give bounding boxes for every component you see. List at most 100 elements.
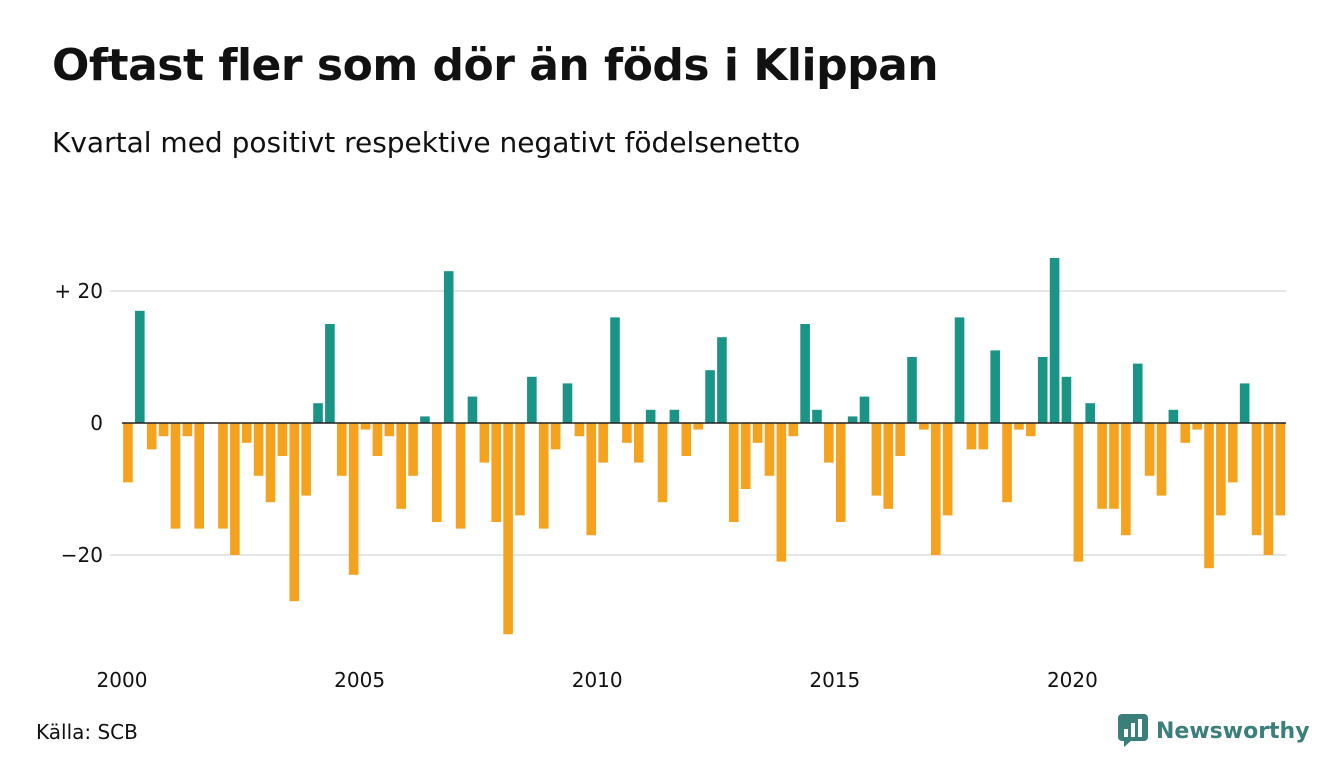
bar [729, 423, 739, 522]
bar [574, 423, 585, 437]
bar [1097, 423, 1107, 509]
bar [1109, 423, 1119, 509]
x-axis-ticks: 2000 2005 2010 2015 2020 [97, 668, 1098, 692]
bar [325, 324, 335, 423]
bar [610, 317, 620, 423]
bar [503, 423, 513, 635]
bar [1002, 423, 1012, 503]
bar [633, 423, 644, 463]
brand-name: Newsworthy [1156, 718, 1310, 744]
x-tick-label: 2010 [572, 668, 623, 692]
bar [978, 423, 989, 450]
bar [301, 423, 311, 496]
bar [1156, 423, 1167, 496]
bar [776, 423, 787, 562]
bar [859, 396, 870, 423]
bar [1204, 423, 1214, 569]
bar [527, 376, 537, 423]
bar [1239, 383, 1250, 423]
bar [265, 423, 276, 503]
bar [800, 324, 810, 423]
chart-title: Oftast fler som dör än föds i Klippan [52, 40, 939, 91]
bar [562, 383, 573, 423]
bar [396, 423, 406, 509]
bar [241, 423, 252, 443]
bar [1026, 423, 1036, 437]
bar [1192, 423, 1202, 430]
bar [550, 423, 561, 450]
bar [538, 423, 549, 529]
brand-logo: Newsworthy [1118, 714, 1310, 748]
bar [788, 423, 799, 437]
bar [1132, 363, 1143, 423]
bar [1263, 423, 1274, 555]
bar [1180, 423, 1191, 443]
bar [194, 423, 205, 529]
bar [230, 423, 240, 555]
bar [990, 350, 1000, 423]
bar [657, 423, 668, 503]
x-tick-label: 2015 [809, 668, 860, 692]
source-label: Källa: SCB [36, 720, 138, 744]
bar [1014, 423, 1024, 430]
bar [1144, 423, 1155, 476]
bar [1121, 423, 1131, 536]
bar [1216, 423, 1226, 516]
bar [622, 423, 632, 443]
bar [752, 423, 763, 443]
bar [1085, 403, 1096, 423]
bar [586, 423, 597, 536]
chart-subtitle: Kvartal med positivt respektive negativt… [52, 126, 801, 159]
bar [467, 396, 478, 423]
bar [277, 423, 288, 456]
bar [1275, 423, 1286, 516]
x-tick-label: 2005 [334, 668, 385, 692]
bar [170, 423, 181, 529]
bar [182, 423, 193, 437]
bar [954, 317, 965, 423]
bar [218, 423, 228, 529]
bar [1037, 357, 1048, 423]
bar [289, 423, 300, 602]
bar [135, 310, 145, 423]
newsworthy-logo-icon [1118, 714, 1148, 747]
bar [907, 357, 917, 423]
bar [491, 423, 502, 522]
x-tick-label: 2020 [1047, 668, 1098, 692]
bar [740, 423, 751, 489]
bar [1061, 376, 1072, 423]
bar [384, 423, 395, 437]
bar [824, 423, 834, 463]
bar [336, 423, 347, 476]
bar [835, 423, 846, 522]
bar [895, 423, 905, 456]
bar [681, 423, 692, 456]
bar [717, 337, 727, 423]
bar [883, 423, 894, 509]
bar [313, 403, 323, 423]
bar [919, 423, 929, 430]
bar [432, 423, 442, 522]
bar [598, 423, 608, 463]
bar [847, 416, 858, 423]
bar [443, 271, 454, 423]
bar [348, 423, 359, 575]
y-tick-label: 0 [90, 411, 103, 435]
bar [1227, 423, 1238, 483]
bar [930, 423, 941, 555]
y-axis-ticks: + 20 0 −20 [54, 279, 103, 567]
bars [123, 258, 1286, 635]
bar [253, 423, 264, 476]
bar [372, 423, 383, 456]
bar [455, 423, 466, 529]
bar [966, 423, 977, 450]
x-tick-label: 2000 [97, 668, 148, 692]
bar [420, 416, 430, 423]
bar [764, 423, 775, 476]
bar [705, 370, 715, 423]
bar [669, 409, 680, 423]
bar [123, 423, 133, 483]
bar [812, 409, 822, 423]
bar [1168, 409, 1179, 423]
